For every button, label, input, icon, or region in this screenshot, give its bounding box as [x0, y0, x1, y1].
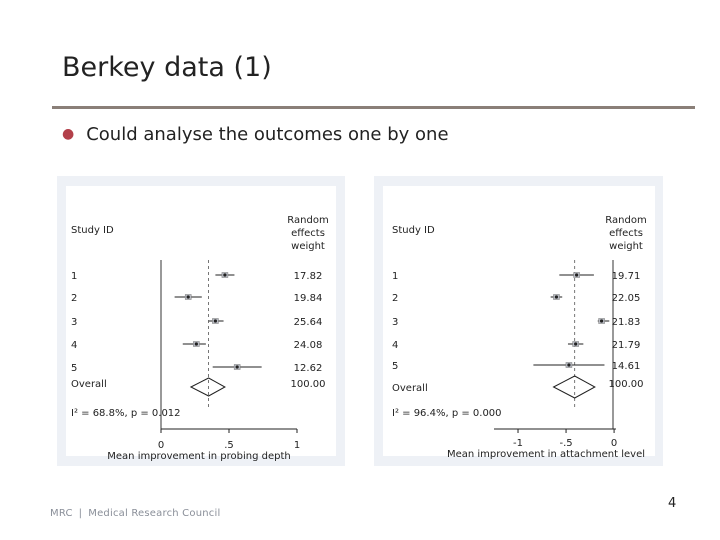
al-study-label-1: 1 [392, 271, 398, 282]
pd-study-weight-5: 12.62 [294, 363, 323, 374]
bullet-item: ● Could analyse the outcomes one by one [62, 124, 449, 145]
pd-overall-diamond [189, 377, 226, 397]
al-overall-weight: 100.00 [609, 379, 644, 390]
forest-plot-probing-depth-svg: Study ID Random effects weight 1 17.82 2 19.84 3… [71, 215, 329, 462]
pd-x-tick-label-2: 1 [294, 440, 300, 451]
pd-study-label-5: 5 [71, 363, 77, 374]
al-study-weight-5: 14.61 [612, 361, 641, 372]
pd-header-weight-line-2: effects [291, 228, 325, 239]
page-number: 4 [668, 496, 677, 511]
title-divider [52, 106, 695, 109]
forest-plot-attachment-level: Study ID Random effects weight 1 19.71 2 22.05 3… [374, 176, 663, 466]
pd-heterogeneity-stat: I² = 68.8%, p = 0.012 [71, 408, 181, 419]
mrc-logo: MRC | Medical Research Council [50, 508, 221, 519]
al-study-label-3: 3 [392, 317, 398, 328]
forest-plot-probing-depth: Study ID Random effects weight 1 17.82 2 19.84 3… [57, 176, 345, 466]
al-study-label-4: 4 [392, 340, 398, 351]
al-study-point-3 [599, 319, 604, 323]
pd-study-weight-3: 25.64 [294, 317, 323, 328]
pd-study-point-3 [213, 319, 217, 323]
al-x-tick-label-1: -.5 [559, 438, 572, 449]
al-overall-diamond [552, 375, 596, 399]
al-study-point-2 [554, 295, 559, 299]
al-header-weight-line-2: effects [609, 228, 643, 239]
pd-study-point-2 [186, 295, 190, 299]
al-study-label-2: 2 [392, 293, 398, 304]
pd-header-weight-line-3: weight [291, 241, 325, 252]
pd-study-label-1: 1 [71, 271, 77, 282]
pd-overall-weight: 100.00 [291, 379, 326, 390]
pd-study-weight-2: 19.84 [294, 293, 323, 304]
pd-study-weight-4: 24.08 [294, 340, 323, 351]
pd-x-tick-label-0: 0 [158, 440, 164, 451]
al-header-study-id: Study ID [392, 225, 435, 236]
pd-overall-label: Overall [71, 379, 107, 390]
al-study-weight-2: 22.05 [612, 293, 641, 304]
mrc-logo-name: Medical Research Council [88, 508, 221, 519]
pd-study-label-4: 4 [71, 340, 77, 351]
al-study-point-4 [574, 342, 578, 346]
pd-header-study-id: Study ID [71, 225, 114, 236]
al-study-weight-1: 19.71 [612, 271, 641, 282]
al-header-weight-line-1: Random [605, 215, 646, 226]
pd-study-point-5 [235, 365, 239, 369]
slide-title: Berkey data (1) [62, 52, 272, 83]
bullet-dot-icon: ● [62, 126, 75, 142]
al-x-tick-label-2: 0 [611, 438, 617, 449]
al-heterogeneity-stat: I² = 96.4%, p = 0.000 [392, 408, 502, 419]
pd-study-weight-1: 17.82 [294, 271, 323, 282]
pd-x-axis-title: Mean improvement in probing depth [107, 451, 290, 462]
pd-x-tick-label-1: .5 [224, 440, 234, 451]
al-study-point-5 [567, 363, 571, 367]
pd-study-label-3: 3 [71, 317, 77, 328]
al-study-label-5: 5 [392, 361, 398, 372]
al-study-weight-4: 21.79 [612, 340, 641, 351]
pd-study-point-1 [223, 273, 227, 277]
al-study-weight-3: 21.83 [612, 317, 641, 328]
al-header-weight-line-3: weight [609, 241, 643, 252]
bullet-text: Could analyse the outcomes one by one [86, 124, 449, 145]
pd-study-label-2: 2 [71, 293, 77, 304]
pd-study-point-4 [194, 342, 198, 346]
pd-header-weight-line-1: Random [287, 215, 328, 226]
forest-plot-attachment-level-svg: Study ID Random effects weight 1 19.71 2 22.05 3… [392, 215, 647, 460]
al-x-tick-label-0: -1 [513, 438, 523, 449]
al-overall-label: Overall [392, 383, 428, 394]
al-study-point-1 [575, 273, 579, 277]
al-x-axis-title: Mean improvement in attachment level [447, 449, 645, 460]
mrc-logo-abbrev: MRC [50, 508, 73, 519]
